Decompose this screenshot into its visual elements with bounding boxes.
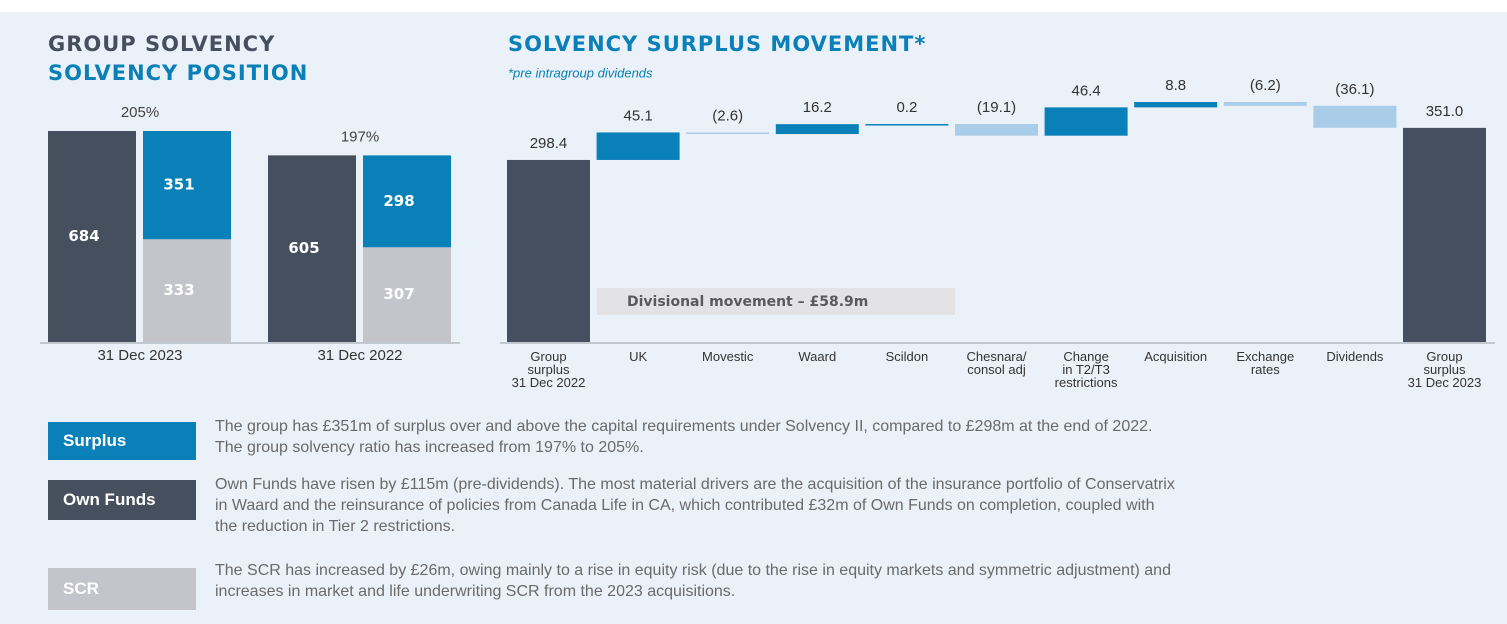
data-label: 333	[163, 281, 194, 299]
bar	[865, 124, 949, 126]
x-tick-label: Waard	[798, 349, 837, 364]
data-label: 45.1	[623, 107, 652, 124]
bar	[775, 124, 859, 135]
x-tick-label: Scildon	[885, 349, 929, 364]
x-tick-label: 31 Dec 2022	[317, 347, 403, 364]
x-tick-label: Movestic	[702, 349, 754, 364]
ratio-label: 205%	[121, 104, 159, 121]
x-tick-label: 31 Dec 2023	[97, 347, 183, 364]
bar-segment	[268, 155, 356, 342]
data-label: 0.2	[896, 99, 917, 116]
data-label: (19.1)	[977, 99, 1016, 116]
data-label: 8.8	[1165, 77, 1186, 94]
bar-segment	[363, 155, 451, 248]
bar	[1044, 107, 1128, 136]
legend-key: SCR	[48, 568, 196, 610]
data-label: (2.6)	[712, 107, 743, 124]
x-tick-label: Acquisition	[1144, 349, 1208, 364]
x-tick-label: Change in T2/T3 restrictions	[1054, 349, 1118, 390]
legend-description: The SCR has increased by £26m, owing mai…	[215, 562, 1171, 600]
chart-subtitle: SOLVENCY POSITION	[48, 61, 308, 85]
bar	[1223, 102, 1307, 106]
legend-key: Surplus	[48, 422, 196, 460]
data-label: 605	[288, 239, 319, 257]
annotation-box	[597, 288, 955, 315]
data-label: 46.4	[1071, 82, 1100, 99]
x-tick-label: Dividends	[1326, 349, 1384, 364]
chart-title: GROUP SOLVENCY	[48, 32, 275, 56]
data-label: (36.1)	[1335, 81, 1374, 98]
data-label: 684	[68, 227, 99, 245]
chart-title: SOLVENCY SURPLUS MOVEMENT*	[508, 32, 926, 56]
ratio-label: 197%	[341, 128, 379, 145]
bar-segment	[143, 131, 231, 240]
bar	[955, 124, 1038, 136]
legend-description: The group has £351m of surplus over and …	[215, 418, 1153, 456]
data-label: 351	[163, 176, 194, 194]
x-tick-label: Group surplus 31 Dec 2023	[1407, 349, 1482, 390]
data-label: 298	[383, 192, 414, 210]
legend-description: Own Funds have risen by £115m (pre-divid…	[215, 476, 1175, 535]
data-label: 351.0	[1426, 103, 1464, 120]
x-tick-label: UK	[629, 349, 648, 364]
bar	[1134, 102, 1218, 108]
bar	[686, 132, 770, 135]
data-label: 16.2	[803, 99, 832, 116]
bar-segment	[143, 239, 231, 342]
legend-key: Own Funds	[48, 480, 196, 520]
bar	[1403, 127, 1486, 343]
bar	[1313, 105, 1397, 128]
x-tick-label: Chesnara/ consol adj	[966, 349, 1027, 377]
data-label: 307	[383, 285, 414, 303]
bar-segment	[48, 131, 136, 342]
x-tick-label: Exchange rates	[1236, 349, 1295, 377]
x-tick-label: Group surplus 31 Dec 2022	[511, 349, 586, 390]
data-label: (6.2)	[1250, 77, 1281, 94]
bar	[507, 159, 590, 342]
chart-subtitle: *pre intragroup dividends	[508, 65, 653, 80]
annotation: Divisional movement – £58.9m	[627, 294, 868, 310]
bar-segment	[363, 247, 451, 342]
background	[0, 12, 1507, 624]
data-label: 298.4	[530, 135, 568, 152]
bar	[596, 132, 680, 160]
